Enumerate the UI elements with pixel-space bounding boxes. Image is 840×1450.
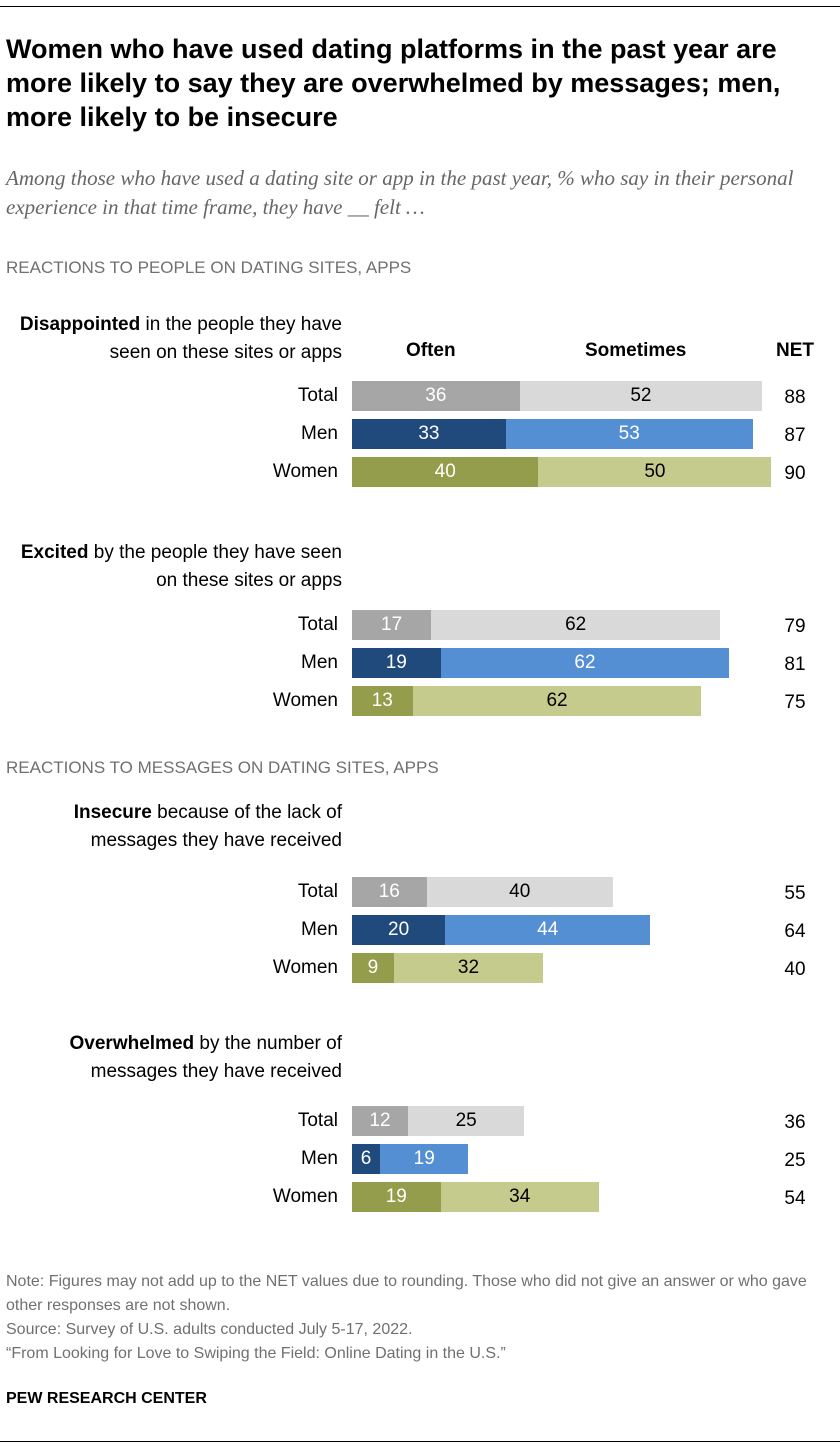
section-header: REACTIONS TO PEOPLE ON DATING SITES, APP… bbox=[6, 258, 412, 277]
bar-sometimes: 19 bbox=[379, 1144, 469, 1174]
row-label: Men bbox=[301, 652, 338, 673]
question-keyword: Excited bbox=[20, 542, 89, 563]
question-label: Excited by the people they have seen on … bbox=[2, 539, 342, 595]
net-value: 25 bbox=[784, 1150, 806, 1171]
bar-sometimes: 62 bbox=[412, 686, 702, 716]
note-text: Note: Figures may not add up to the NET … bbox=[6, 1273, 807, 1314]
row-label: Total bbox=[297, 881, 338, 902]
chart-title: Women who have used dating platforms in … bbox=[6, 34, 781, 132]
net-value: 55 bbox=[784, 883, 806, 904]
question-keyword: Disappointed bbox=[19, 314, 141, 335]
chart-subtitle: Among those who have used a dating site … bbox=[6, 166, 794, 219]
row-label: Women bbox=[272, 461, 338, 482]
bar-often: 19 bbox=[352, 1182, 441, 1212]
question-text: by the number of messages they have rece… bbox=[90, 1033, 342, 1082]
bar-sometimes: 50 bbox=[538, 457, 772, 487]
bar-sometimes: 34 bbox=[440, 1182, 599, 1212]
row-label: Women bbox=[272, 957, 338, 978]
bar-sometimes: 25 bbox=[407, 1106, 525, 1136]
question-keyword: Insecure bbox=[73, 802, 152, 823]
bar-sometimes: 44 bbox=[445, 915, 651, 945]
row-label: Total bbox=[297, 385, 338, 406]
question-text: by the people they have seen on these si… bbox=[88, 542, 342, 591]
question-text: in the people they have seen on these si… bbox=[109, 314, 342, 363]
question-label: Disappointed in the people they have see… bbox=[2, 311, 342, 367]
bar-often: 17 bbox=[352, 610, 432, 640]
net-value: 87 bbox=[784, 425, 806, 446]
column-header-often: Often bbox=[406, 340, 456, 361]
bar-often: 9 bbox=[352, 953, 394, 983]
bar-sometimes: 32 bbox=[393, 953, 544, 983]
net-value: 36 bbox=[784, 1112, 806, 1133]
row-label: Men bbox=[301, 423, 338, 444]
net-value: 79 bbox=[784, 616, 806, 637]
bottom-rule bbox=[0, 1441, 840, 1442]
notes: Note: Figures may not add up to the NET … bbox=[6, 1270, 836, 1366]
report-title: “From Looking for Love to Swiping the Fi… bbox=[6, 1345, 506, 1362]
question-text: because of the lack of messages they hav… bbox=[90, 802, 342, 851]
bar-often: 16 bbox=[352, 877, 427, 907]
brand-logo: PEW RESEARCH CENTER bbox=[6, 1390, 207, 1407]
row-label: Women bbox=[272, 1186, 338, 1207]
net-value: 88 bbox=[784, 387, 806, 408]
net-value: 40 bbox=[784, 959, 806, 980]
bar-sometimes: 53 bbox=[505, 419, 753, 449]
bar-sometimes: 40 bbox=[426, 877, 613, 907]
bar-sometimes: 62 bbox=[440, 648, 730, 678]
source-text: Source: Survey of U.S. adults conducted … bbox=[6, 1321, 413, 1338]
row-label: Total bbox=[297, 614, 338, 635]
bar-often: 13 bbox=[352, 686, 413, 716]
column-header-net: NET bbox=[776, 340, 814, 361]
net-value: 81 bbox=[784, 654, 806, 675]
bar-often: 20 bbox=[352, 915, 446, 945]
bar-often: 12 bbox=[352, 1106, 408, 1136]
question-label: Overwhelmed by the number of messages th… bbox=[2, 1030, 342, 1086]
bar-sometimes: 62 bbox=[431, 610, 721, 640]
question-label: Insecure because of the lack of messages… bbox=[2, 799, 342, 855]
row-label: Men bbox=[301, 1148, 338, 1169]
bar-often: 19 bbox=[352, 648, 441, 678]
net-value: 90 bbox=[784, 463, 806, 484]
net-value: 75 bbox=[784, 692, 806, 713]
question-keyword: Overwhelmed bbox=[69, 1033, 195, 1054]
bar-often: 33 bbox=[352, 419, 506, 449]
net-value: 64 bbox=[784, 921, 806, 942]
net-value: 54 bbox=[784, 1188, 806, 1209]
bar-sometimes: 52 bbox=[519, 381, 763, 411]
column-header-sometimes: Sometimes bbox=[585, 340, 687, 361]
row-label: Men bbox=[301, 919, 338, 940]
row-label: Women bbox=[272, 690, 338, 711]
top-rule bbox=[0, 6, 840, 7]
row-label: Total bbox=[297, 1110, 338, 1131]
bar-often: 6 bbox=[352, 1144, 380, 1174]
bar-often: 36 bbox=[352, 381, 520, 411]
bar-often: 40 bbox=[352, 457, 539, 487]
section-header: REACTIONS TO MESSAGES ON DATING SITES, A… bbox=[6, 758, 439, 777]
